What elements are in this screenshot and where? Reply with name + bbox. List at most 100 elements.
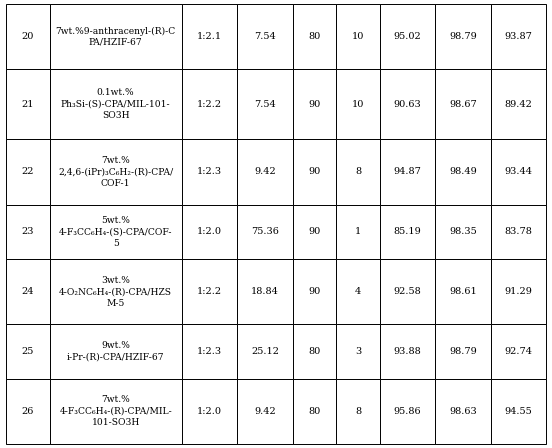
Bar bbox=[336, 379, 380, 444]
Bar bbox=[336, 4, 380, 69]
Bar bbox=[380, 69, 435, 139]
Text: 98.79: 98.79 bbox=[449, 32, 477, 41]
Text: 3wt.%
4-O₂NC₆H₄-(R)-CPA/HZS
M-5: 3wt.% 4-O₂NC₆H₄-(R)-CPA/HZS M-5 bbox=[59, 276, 172, 307]
Text: 91.29: 91.29 bbox=[505, 287, 532, 296]
Bar bbox=[50, 259, 182, 324]
Bar bbox=[237, 205, 293, 259]
Text: 93.87: 93.87 bbox=[505, 32, 532, 41]
Bar bbox=[6, 324, 50, 379]
Text: 94.87: 94.87 bbox=[394, 168, 421, 177]
Bar bbox=[380, 259, 435, 324]
Text: 8: 8 bbox=[355, 407, 361, 416]
Text: 9wt.%
i-Pr-(R)-CPA/HZIF-67: 9wt.% i-Pr-(R)-CPA/HZIF-67 bbox=[67, 341, 164, 362]
Text: 25.12: 25.12 bbox=[251, 347, 279, 356]
Text: 9.42: 9.42 bbox=[254, 168, 276, 177]
Bar bbox=[336, 205, 380, 259]
Text: 90: 90 bbox=[309, 227, 321, 236]
Text: 7.54: 7.54 bbox=[254, 32, 276, 41]
Bar bbox=[491, 205, 546, 259]
Bar bbox=[491, 69, 546, 139]
Text: 1:2.1: 1:2.1 bbox=[197, 32, 222, 41]
Text: 90: 90 bbox=[309, 287, 321, 296]
Bar bbox=[380, 139, 435, 205]
Text: 98.49: 98.49 bbox=[449, 168, 477, 177]
Text: 7wt.%
4-F₃CC₆H₄-(R)-CPA/MIL-
101-SO3H: 7wt.% 4-F₃CC₆H₄-(R)-CPA/MIL- 101-SO3H bbox=[59, 395, 172, 427]
Bar bbox=[435, 139, 491, 205]
Bar bbox=[293, 139, 336, 205]
Text: 98.63: 98.63 bbox=[449, 407, 477, 416]
Bar bbox=[6, 139, 50, 205]
Bar bbox=[182, 139, 237, 205]
Bar bbox=[50, 139, 182, 205]
Text: 0.1wt.%
Ph₃Si-(S)-CPA/MIL-101-
SO3H: 0.1wt.% Ph₃Si-(S)-CPA/MIL-101- SO3H bbox=[61, 88, 171, 120]
Text: 7wt.%
2,4,6-(iPr)₃C₆H₂-(R)-CPA/
COF-1: 7wt.% 2,4,6-(iPr)₃C₆H₂-(R)-CPA/ COF-1 bbox=[58, 156, 173, 188]
Bar bbox=[237, 259, 293, 324]
Text: 90: 90 bbox=[309, 100, 321, 109]
Text: 92.74: 92.74 bbox=[505, 347, 532, 356]
Bar bbox=[237, 379, 293, 444]
Bar bbox=[6, 205, 50, 259]
Text: 20: 20 bbox=[22, 32, 34, 41]
Text: 80: 80 bbox=[309, 347, 321, 356]
Bar bbox=[491, 259, 546, 324]
Bar bbox=[182, 324, 237, 379]
Text: 1: 1 bbox=[355, 227, 361, 236]
Text: 22: 22 bbox=[22, 168, 34, 177]
Bar bbox=[293, 379, 336, 444]
Bar bbox=[435, 4, 491, 69]
Bar bbox=[6, 259, 50, 324]
Text: 90.63: 90.63 bbox=[394, 100, 421, 109]
Bar bbox=[491, 379, 546, 444]
Bar bbox=[380, 324, 435, 379]
Bar bbox=[6, 379, 50, 444]
Bar bbox=[380, 379, 435, 444]
Text: 85.19: 85.19 bbox=[394, 227, 421, 236]
Text: 23: 23 bbox=[22, 227, 34, 236]
Text: 21: 21 bbox=[22, 100, 34, 109]
Bar bbox=[336, 259, 380, 324]
Bar bbox=[293, 69, 336, 139]
Bar bbox=[435, 205, 491, 259]
Text: 83.78: 83.78 bbox=[505, 227, 532, 236]
Text: 93.88: 93.88 bbox=[394, 347, 421, 356]
Bar bbox=[6, 4, 50, 69]
Bar bbox=[293, 205, 336, 259]
Bar bbox=[6, 69, 50, 139]
Text: 26: 26 bbox=[22, 407, 34, 416]
Text: 80: 80 bbox=[309, 407, 321, 416]
Bar bbox=[380, 4, 435, 69]
Bar bbox=[491, 139, 546, 205]
Bar bbox=[182, 4, 237, 69]
Text: 98.61: 98.61 bbox=[449, 287, 477, 296]
Bar bbox=[237, 4, 293, 69]
Bar bbox=[182, 69, 237, 139]
Text: 10: 10 bbox=[352, 100, 364, 109]
Bar bbox=[50, 379, 182, 444]
Text: 94.55: 94.55 bbox=[505, 407, 532, 416]
Text: 9.42: 9.42 bbox=[254, 407, 276, 416]
Text: 1:2.0: 1:2.0 bbox=[197, 407, 222, 416]
Text: 75.36: 75.36 bbox=[251, 227, 279, 236]
Text: 98.35: 98.35 bbox=[449, 227, 477, 236]
Bar bbox=[293, 324, 336, 379]
Bar bbox=[435, 259, 491, 324]
Text: 95.86: 95.86 bbox=[394, 407, 421, 416]
Text: 80: 80 bbox=[309, 32, 321, 41]
Text: 1:2.2: 1:2.2 bbox=[197, 100, 222, 109]
Text: 4: 4 bbox=[355, 287, 361, 296]
Text: 10: 10 bbox=[352, 32, 364, 41]
Bar bbox=[380, 205, 435, 259]
Text: 1:2.0: 1:2.0 bbox=[197, 227, 222, 236]
Bar bbox=[237, 69, 293, 139]
Bar bbox=[182, 205, 237, 259]
Bar bbox=[50, 205, 182, 259]
Text: 8: 8 bbox=[355, 168, 361, 177]
Text: 1:2.3: 1:2.3 bbox=[197, 168, 222, 177]
Text: 98.79: 98.79 bbox=[449, 347, 477, 356]
Bar bbox=[50, 69, 182, 139]
Text: 18.84: 18.84 bbox=[251, 287, 279, 296]
Bar bbox=[50, 4, 182, 69]
Bar bbox=[182, 259, 237, 324]
Text: 89.42: 89.42 bbox=[505, 100, 532, 109]
Bar bbox=[491, 4, 546, 69]
